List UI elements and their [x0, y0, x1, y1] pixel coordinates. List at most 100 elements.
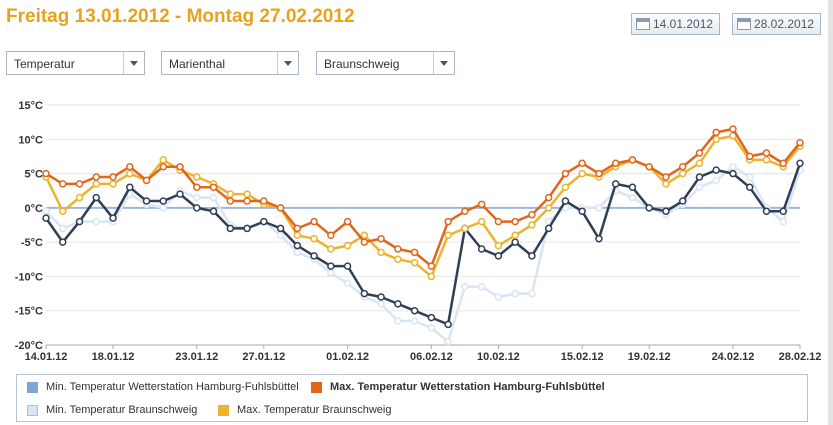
page-title: Freitag 13.01.2012 - Montag 27.02.2012	[6, 6, 355, 27]
legend-item[interactable]: Min. Temperatur Wetterstation Hamburg-Fu…	[27, 381, 299, 393]
data-point	[377, 234, 385, 243]
y-tick-label: 15°C	[18, 100, 43, 112]
data-point	[327, 245, 335, 253]
chevron-down-icon[interactable]	[433, 52, 454, 74]
chevron-down-icon[interactable]	[277, 52, 298, 74]
data-point	[193, 173, 201, 181]
data-point	[729, 125, 737, 133]
data-point	[695, 183, 704, 192]
data-point	[678, 162, 687, 171]
data-point	[343, 279, 352, 288]
data-point	[695, 173, 704, 181]
data-point	[293, 248, 302, 257]
data-point	[159, 197, 168, 205]
data-point	[327, 231, 335, 240]
data-point	[662, 207, 670, 216]
y-tick-label: 10°C	[18, 134, 43, 146]
data-point	[343, 241, 352, 250]
data-point	[444, 337, 452, 346]
series-line	[44, 134, 801, 278]
data-point	[126, 169, 134, 178]
temperature-chart: 15°C 10°C 5°C 0°C -5°C -10°C -15°C -20°C14.01.1…	[15, 100, 822, 363]
data-point	[394, 255, 402, 264]
data-point	[494, 241, 503, 250]
data-point	[461, 224, 469, 233]
data-point	[327, 269, 335, 277]
x-tick-label: 27.01.12	[242, 351, 285, 363]
location-select[interactable]: Marienthal	[161, 51, 299, 75]
y-tick-label: -5°C	[21, 237, 43, 249]
data-point	[611, 159, 620, 168]
series-0	[42, 125, 804, 270]
data-point	[293, 224, 302, 233]
data-point	[276, 204, 285, 212]
data-point	[75, 193, 84, 202]
legend-item[interactable]: Max. Temperatur Wetterstation Hamburg-Fu…	[311, 381, 605, 393]
data-point	[276, 231, 285, 240]
data-point	[109, 180, 117, 188]
data-point	[226, 190, 235, 198]
chart-legend: Min. Temperatur Wetterstation Hamburg-Fu…	[16, 374, 808, 422]
data-point	[243, 197, 251, 205]
data-point	[461, 207, 469, 216]
data-point	[578, 207, 586, 216]
data-point	[729, 162, 737, 171]
x-tick-label: 01.02.12	[326, 351, 369, 363]
scrollbar[interactable]	[828, 0, 833, 425]
data-point	[427, 272, 436, 281]
data-point	[310, 234, 318, 243]
data-point	[159, 156, 168, 164]
x-tick-label: 14.01.12	[25, 351, 68, 363]
legend-item[interactable]: Max. Temperatur Braunschweig	[218, 404, 391, 416]
station-select[interactable]: Braunschweig	[316, 51, 455, 75]
data-point	[293, 241, 302, 250]
data-point	[544, 204, 553, 212]
data-point	[226, 197, 235, 205]
location-select-value: Marienthal	[169, 57, 226, 71]
data-point	[745, 152, 754, 161]
data-point	[561, 197, 570, 205]
data-point	[343, 262, 352, 270]
start-date-button[interactable]: 14.01.2012	[631, 13, 720, 35]
data-point	[159, 204, 168, 212]
measure-select[interactable]: Temperatur	[6, 51, 145, 75]
data-point	[595, 234, 603, 243]
data-point	[427, 313, 436, 322]
data-point	[796, 138, 804, 147]
data-point	[779, 207, 787, 216]
data-point	[595, 169, 603, 178]
data-point	[427, 262, 436, 270]
data-point	[59, 207, 67, 216]
data-point	[662, 173, 670, 181]
calendar-icon	[737, 18, 751, 30]
data-point	[444, 217, 452, 226]
end-date-button[interactable]: 28.02.2012	[732, 13, 821, 35]
data-point	[628, 156, 637, 164]
data-point	[109, 214, 117, 222]
data-point	[243, 190, 251, 198]
data-point	[226, 224, 235, 233]
series-line	[45, 127, 801, 268]
legend-swatch	[27, 381, 38, 393]
data-point	[544, 193, 553, 202]
data-point	[494, 217, 503, 226]
x-tick-label: 18.01.12	[92, 351, 135, 363]
y-tick-label: 0°C	[25, 203, 44, 215]
data-point	[176, 190, 184, 198]
data-point	[42, 214, 50, 222]
data-point	[678, 197, 687, 205]
end-date-label: 28.02.2012	[754, 17, 815, 31]
series-line	[44, 162, 802, 326]
data-point	[126, 183, 134, 192]
legend-swatch	[218, 404, 229, 416]
data-point	[779, 159, 787, 168]
data-point	[611, 180, 620, 188]
legend-item[interactable]: Min. Temperatur Braunschweig	[27, 404, 197, 416]
data-point	[628, 183, 637, 192]
data-point	[92, 180, 101, 188]
chevron-down-icon[interactable]	[123, 52, 144, 74]
data-point	[678, 169, 687, 178]
data-point	[779, 217, 787, 226]
data-point	[42, 169, 50, 178]
data-point	[410, 306, 419, 315]
